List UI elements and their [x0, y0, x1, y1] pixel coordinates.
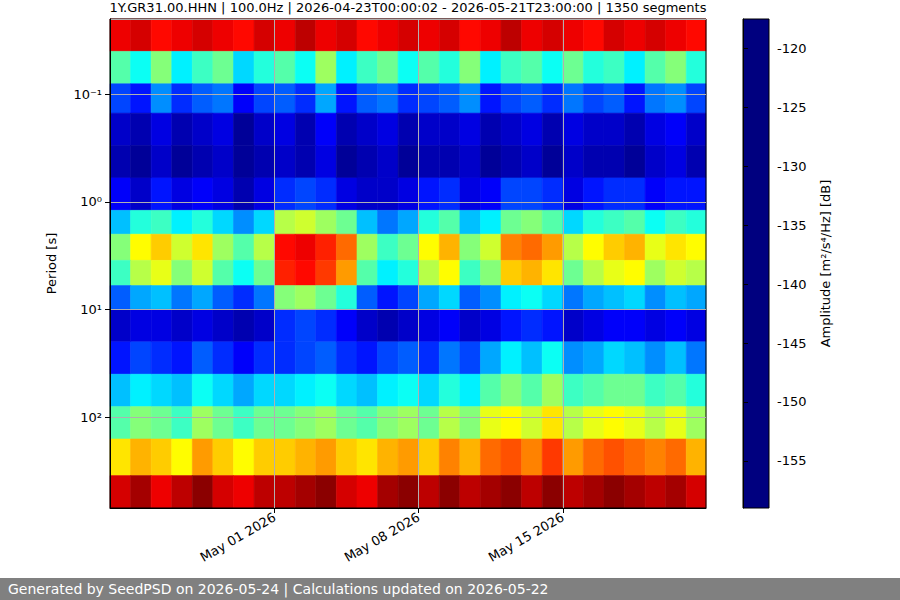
svg-text:-135: -135: [777, 218, 807, 233]
svg-text:-120: -120: [777, 41, 807, 56]
svg-text:-130: -130: [777, 159, 807, 174]
svg-text:10⁻¹: 10⁻¹: [73, 87, 102, 102]
svg-text:-150: -150: [777, 394, 807, 409]
svg-text:May 15 2026: May 15 2026: [486, 510, 567, 565]
svg-text:-125: -125: [777, 100, 807, 115]
svg-text:10¹: 10¹: [80, 302, 102, 317]
svg-text:May 08 2026: May 08 2026: [342, 510, 423, 565]
svg-text:Generated by SeedPSD on 2026-0: Generated by SeedPSD on 2026-05-24 | Cal…: [8, 581, 549, 598]
svg-text:Period [s]: Period [s]: [44, 233, 59, 295]
svg-text:May 01 2026: May 01 2026: [198, 510, 279, 565]
svg-text:10²: 10²: [80, 410, 102, 425]
svg-text:-145: -145: [777, 336, 807, 351]
svg-text:-155: -155: [777, 453, 807, 468]
svg-text:Amplitude [m²/s⁴/Hz] [dB]: Amplitude [m²/s⁴/Hz] [dB]: [818, 180, 833, 348]
svg-text:10⁰: 10⁰: [80, 194, 102, 209]
svg-text:1Y.GR31.00.HHN | 100.0Hz | 202: 1Y.GR31.00.HHN | 100.0Hz | 2026-04-23T00…: [110, 0, 707, 15]
svg-text:-140: -140: [777, 277, 807, 292]
